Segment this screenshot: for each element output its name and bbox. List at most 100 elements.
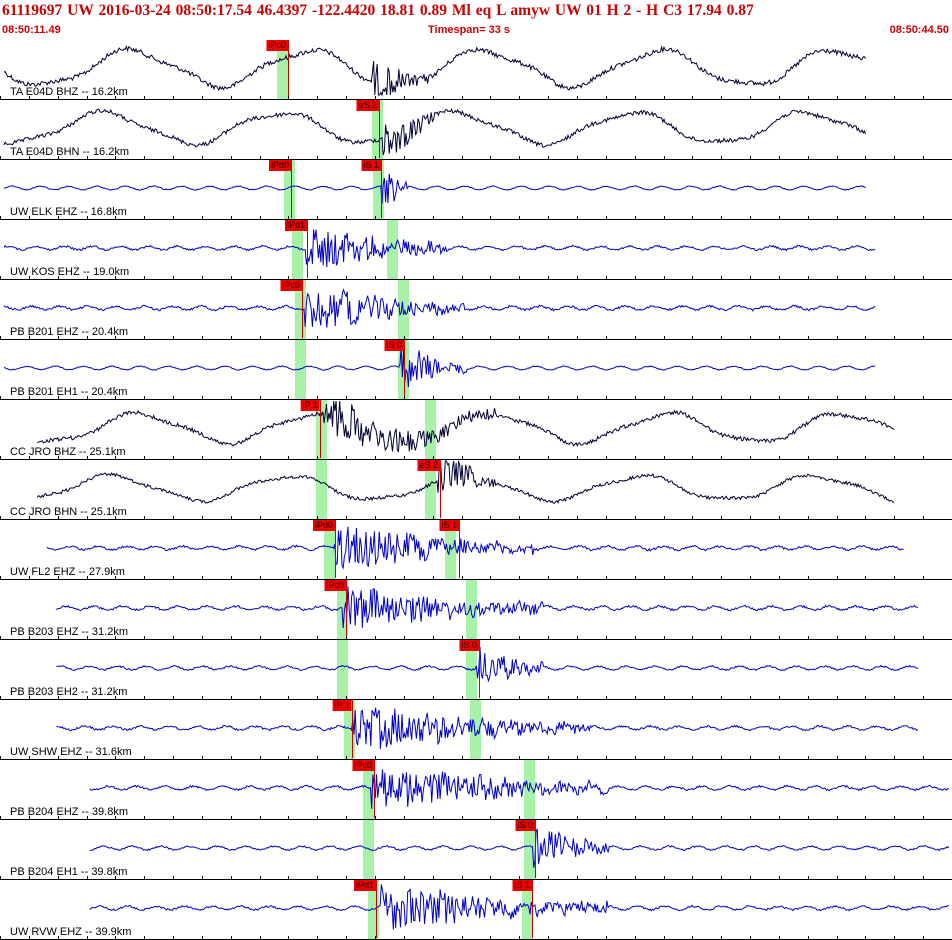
- time-tick: [635, 876, 636, 879]
- time-tick: [519, 216, 520, 219]
- end-time: 08:50:44.50: [889, 24, 949, 36]
- pick-label[interactable]: iS 0: [459, 640, 479, 651]
- time-tick: [202, 816, 203, 819]
- pick-label[interactable]: iP 1: [300, 400, 320, 411]
- time-tick: [346, 96, 347, 99]
- time-tick: [288, 336, 289, 339]
- time-tick: [548, 336, 549, 339]
- pick-window: [316, 460, 327, 520]
- trace-panel[interactable]: iS 0 PB B204 EH1 -- 39.8km: [0, 820, 952, 880]
- time-tick: [519, 816, 520, 819]
- trace-panel[interactable]: iS 0 PB B201 EH1 -- 20.4km: [0, 340, 952, 400]
- time-tick: [58, 876, 59, 879]
- pick-label[interactable]: iPd0: [268, 160, 291, 171]
- trace-panel[interactable]: iP 1 UW SHW EHZ -- 31.6km: [0, 700, 952, 760]
- pick-label[interactable]: iPd1: [284, 220, 307, 231]
- time-tick: [173, 336, 174, 339]
- time-tick: [375, 936, 376, 939]
- trace-panel[interactable]: iPd0 iS 1 UW ELK EHZ -- 16.8km: [0, 160, 952, 220]
- time-tick: [692, 336, 693, 339]
- waveform: [3, 173, 866, 204]
- time-tick: [808, 156, 809, 159]
- time-tick: [837, 936, 838, 939]
- time-tick: [87, 336, 88, 339]
- time-tick: [346, 216, 347, 219]
- time-tick: [865, 216, 866, 219]
- time-tick: [894, 816, 895, 819]
- trace-panel[interactable]: iPc0 TA E04D BHZ -- 16.2km: [0, 40, 952, 100]
- time-tick: [779, 636, 780, 639]
- time-tick: [779, 696, 780, 699]
- time-tick: [404, 396, 405, 399]
- time-tick: [606, 936, 607, 939]
- time-tick: [519, 456, 520, 459]
- trace-panel[interactable]: iPc0 PB B203 EHZ -- 31.2km: [0, 580, 952, 640]
- trace-panel[interactable]: iPd1 iS 1 UW RVW EHZ -- 39.9km: [0, 880, 952, 940]
- time-tick: [288, 936, 289, 939]
- time-tick: [288, 96, 289, 99]
- time-tick: [606, 96, 607, 99]
- time-tick: [144, 156, 145, 159]
- time-tick: [87, 96, 88, 99]
- time-tick: [0, 816, 1, 819]
- time-tick: [519, 156, 520, 159]
- trace-panel[interactable]: iPd0 iS 1 UW FL2 EHZ -- 27.9km: [0, 520, 952, 580]
- time-tick: [490, 636, 491, 639]
- time-tick: [606, 336, 607, 339]
- pick-label[interactable]: iPc0: [280, 280, 302, 291]
- time-tick: [490, 756, 491, 759]
- waveform-line: [3, 288, 876, 328]
- time-tick: [0, 276, 1, 279]
- pick-label[interactable]: eS 2: [417, 460, 440, 471]
- time-tick: [58, 576, 59, 579]
- time-tick: [317, 456, 318, 459]
- pick-label[interactable]: iPd1: [353, 880, 376, 891]
- time-tick: [404, 276, 405, 279]
- trace-panel[interactable]: iPd1 UW KOS EHZ -- 19.0km: [0, 220, 952, 280]
- pick-window: [524, 820, 535, 880]
- time-tick: [837, 456, 838, 459]
- pick-label[interactable]: iS 1: [361, 160, 381, 171]
- trace-panel[interactable]: eS 2 CC JRO BHN -- 25.1km: [0, 459, 952, 520]
- time-tick: [635, 336, 636, 339]
- trace-panel[interactable]: iP 1 CC JRO BHZ -- 25.1km: [0, 400, 952, 460]
- time-tick: [923, 636, 924, 639]
- time-tick: [231, 936, 232, 939]
- time-tick: [635, 696, 636, 699]
- pick-label[interactable]: iS 1: [439, 520, 459, 531]
- time-tick: [433, 936, 434, 939]
- time-tick: [87, 636, 88, 639]
- time-tick: [144, 636, 145, 639]
- trace-panel[interactable]: iPc0 PB B201 EHZ -- 20.4km: [0, 280, 952, 340]
- waveform-line: [3, 346, 876, 388]
- time-tick: [29, 516, 30, 519]
- time-tick: [577, 816, 578, 819]
- pick-window: [337, 640, 348, 700]
- pick-label[interactable]: iPc0: [266, 40, 288, 51]
- time-tick: [548, 96, 549, 99]
- time-tick: [750, 816, 751, 819]
- time-tick: [721, 576, 722, 579]
- time-tick: [317, 276, 318, 279]
- pick-label[interactable]: iPc0: [352, 760, 374, 771]
- trace-panel[interactable]: iS 0 PB B203 EH2 -- 31.2km: [0, 640, 952, 700]
- pick-label[interactable]: iP 1: [332, 700, 352, 711]
- trace-panel[interactable]: eS 2 TA E04D BHN -- 16.2km: [0, 100, 952, 160]
- time-tick: [288, 816, 289, 819]
- time-tick: [404, 96, 405, 99]
- pick-label[interactable]: eS 2: [356, 100, 379, 111]
- trace-panel[interactable]: iPc0 PB B204 EHZ -- 39.8km: [0, 760, 952, 820]
- time-tick: [433, 456, 434, 459]
- waveform: [37, 400, 895, 453]
- pick-label[interactable]: iS 0: [384, 340, 404, 351]
- pick-label[interactable]: iPc0: [324, 580, 346, 591]
- waveform: [89, 884, 950, 930]
- pick-label[interactable]: iS 0: [515, 820, 535, 831]
- time-tick: [433, 636, 434, 639]
- time-tick: [144, 696, 145, 699]
- time-tick: [173, 936, 174, 939]
- time-tick: [260, 276, 261, 279]
- time-tick: [923, 756, 924, 759]
- pick-label[interactable]: iS 1: [512, 880, 532, 891]
- pick-label[interactable]: iPd0: [312, 520, 335, 531]
